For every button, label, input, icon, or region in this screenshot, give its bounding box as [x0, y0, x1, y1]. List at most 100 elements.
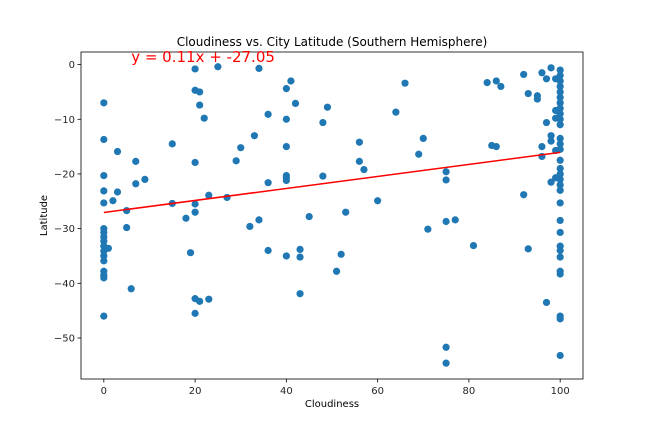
axes-layer: 0 20 40 60 80 100 0 −10 −20 −30 −40 −50	[54, 51, 584, 397]
data-point	[547, 64, 555, 72]
x-tick-label: 40	[280, 386, 293, 397]
data-point	[287, 77, 295, 85]
data-point	[542, 75, 551, 83]
data-point	[469, 241, 478, 250]
data-point	[305, 212, 313, 221]
data-point	[100, 257, 108, 265]
data-point	[556, 253, 564, 261]
data-point	[492, 77, 500, 85]
data-point	[123, 223, 131, 232]
data-point	[141, 175, 149, 184]
data-point	[556, 181, 564, 189]
data-point	[483, 79, 491, 87]
data-point	[538, 143, 546, 151]
data-point	[520, 70, 528, 79]
data-point	[415, 150, 423, 158]
data-point	[282, 252, 290, 260]
x-tick-label: 0	[101, 386, 107, 397]
data-point	[520, 191, 528, 199]
data-point	[332, 267, 341, 275]
data-point	[556, 110, 564, 118]
data-point	[556, 156, 564, 164]
data-point	[497, 82, 505, 91]
y-tick-label: −20	[54, 169, 75, 180]
data-point	[556, 66, 564, 74]
data-point	[556, 164, 564, 173]
data-point	[191, 65, 199, 73]
data-point	[556, 88, 564, 96]
data-point	[282, 143, 290, 151]
data-point	[223, 193, 231, 202]
data-point	[556, 115, 564, 123]
data-point	[282, 85, 290, 93]
data-point	[127, 285, 135, 293]
data-point	[255, 64, 263, 73]
data-point	[100, 252, 108, 260]
data-point	[374, 197, 382, 205]
data-point	[296, 290, 304, 298]
data-point	[556, 145, 564, 153]
data-point	[556, 216, 564, 225]
data-point	[132, 180, 140, 188]
data-point	[355, 138, 363, 146]
data-point	[100, 237, 108, 245]
data-point	[556, 315, 564, 323]
data-point	[556, 104, 564, 112]
data-point	[100, 312, 108, 320]
data-point	[442, 343, 450, 351]
x-tick-label: 80	[463, 386, 476, 397]
data-point	[296, 245, 304, 254]
data-point	[100, 199, 108, 207]
x-tick-label: 60	[371, 386, 384, 397]
data-point	[214, 63, 222, 71]
data-point	[100, 274, 108, 282]
y-tick-label: 0	[69, 60, 75, 71]
data-point	[542, 118, 551, 127]
data-point	[113, 188, 122, 196]
data-point	[442, 168, 450, 176]
data-point	[264, 110, 272, 118]
data-point	[246, 222, 254, 231]
data-point	[196, 101, 204, 109]
data-point	[296, 253, 304, 261]
data-point	[547, 132, 555, 140]
data-point	[191, 200, 199, 208]
data-point	[442, 359, 450, 367]
data-point	[556, 175, 564, 184]
data-point	[264, 179, 272, 187]
data-point	[556, 140, 564, 148]
data-point	[360, 165, 368, 174]
data-point	[186, 249, 195, 257]
data-point	[556, 77, 564, 85]
data-point	[200, 114, 208, 122]
data-point	[342, 208, 350, 216]
x-tick-label: 20	[189, 386, 202, 397]
data-point	[556, 134, 564, 142]
chart-title: Cloudiness vs. City Latitude (Southern H…	[177, 35, 488, 49]
data-point	[337, 250, 345, 258]
data-point	[196, 88, 204, 96]
data-point	[100, 171, 108, 180]
data-point	[556, 121, 564, 129]
data-point	[451, 216, 459, 224]
points-layer	[100, 63, 564, 367]
data-point	[168, 140, 176, 148]
data-point	[556, 199, 564, 207]
data-point	[109, 197, 117, 205]
y-tick-label: −50	[54, 333, 75, 344]
data-point	[538, 69, 546, 77]
data-point	[556, 351, 564, 360]
data-point	[323, 103, 332, 111]
data-point	[205, 191, 213, 199]
data-point	[191, 208, 199, 216]
data-point	[547, 137, 555, 145]
data-point	[424, 225, 432, 233]
data-point	[191, 309, 199, 317]
data-point	[319, 172, 327, 180]
data-point	[392, 108, 400, 116]
y-axis-label: Latitude	[39, 195, 50, 236]
data-point	[542, 298, 551, 307]
data-point	[191, 158, 199, 167]
plot-frame	[80, 51, 584, 380]
